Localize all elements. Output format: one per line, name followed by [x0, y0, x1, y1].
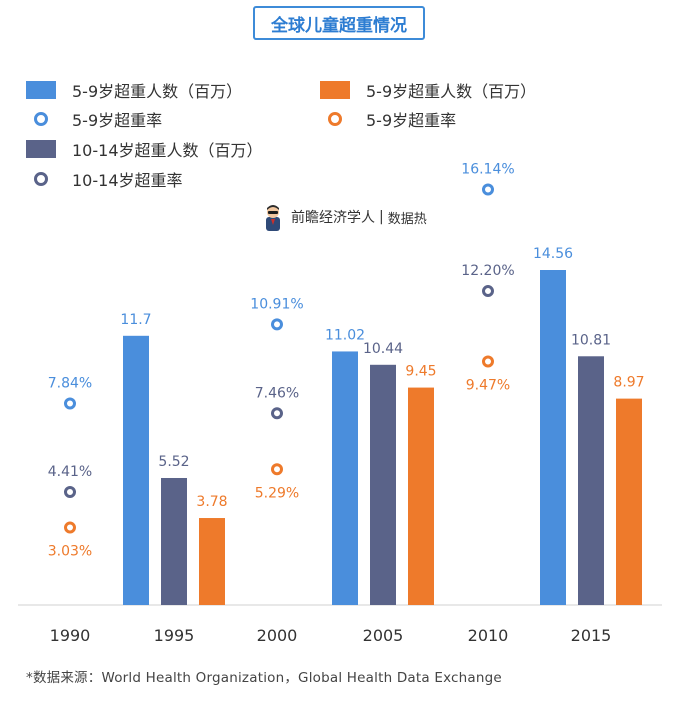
- rate-point: [271, 463, 283, 476]
- legend-label: 5-9岁超重人数（百万）: [72, 82, 243, 101]
- bar-value-label: 14.56: [533, 246, 573, 262]
- economist-avatar-icon: [266, 205, 280, 231]
- bar-value-label: 9.45: [405, 364, 436, 380]
- rate-value-label: 10.91%: [250, 296, 303, 312]
- legend-label: 10-14岁超重率: [72, 171, 183, 190]
- rate-point: [482, 355, 494, 368]
- legend-bar-swatch: [320, 81, 350, 99]
- bar-value-label: 10.44: [363, 341, 403, 357]
- bar-value-label: 3.78: [196, 494, 227, 510]
- legend-bar-swatch: [26, 140, 56, 158]
- legend-item: 10-14岁超重率: [26, 167, 183, 191]
- legend-item: 5-9岁超重人数（百万）: [320, 78, 536, 102]
- legend-ring-marker: [328, 112, 342, 126]
- brand-name: 前瞻经济学人: [291, 210, 375, 226]
- legend-label: 10-14岁超重人数（百万）: [72, 141, 263, 160]
- rate-point: [482, 183, 494, 196]
- bar: [161, 477, 187, 605]
- bar: [408, 387, 434, 605]
- legend-bar-swatch: [26, 81, 56, 99]
- x-tick-label: 2015: [571, 626, 612, 645]
- bar-value-label: 11.02: [325, 327, 365, 343]
- legend-item: 5-9岁超重率: [320, 107, 456, 131]
- x-tick-label: 2005: [363, 626, 404, 645]
- rate-value-label: 7.46%: [255, 385, 299, 401]
- legend-ring-marker: [34, 112, 48, 126]
- bar: [199, 518, 225, 605]
- brand-sub: 数据热: [387, 211, 427, 227]
- rate-value-label: 12.20%: [461, 263, 514, 279]
- x-tick-label: 2000: [257, 626, 298, 645]
- source-note: *数据来源：World Health Organization，Global H…: [26, 670, 502, 686]
- rate-point: [64, 521, 76, 534]
- bar-value-label: 8.97: [613, 375, 644, 391]
- legend-ring-marker: [34, 172, 48, 186]
- bar: [578, 356, 604, 605]
- rate-value-label: 16.14%: [461, 161, 514, 177]
- legend-label: 5-9岁超重率: [366, 111, 457, 130]
- rate-point: [64, 397, 76, 410]
- bar: [616, 398, 642, 605]
- x-tick-label: 1990: [50, 626, 91, 645]
- legend: 5-9岁超重人数（百万） 5-9岁超重人数（百万） 5-9岁超重率 5-9岁超重率 10…: [0, 0, 680, 200]
- rate-value-label: 7.84%: [48, 376, 92, 392]
- legend-label: 5-9岁超重率: [72, 111, 163, 130]
- legend-label: 5-9岁超重人数（百万）: [366, 82, 537, 101]
- rate-point: [271, 318, 283, 331]
- rate-value-label: 3.03%: [48, 544, 92, 560]
- bar-value-label: 11.7: [120, 312, 151, 328]
- rate-value-label: 4.41%: [48, 464, 92, 480]
- rate-point: [482, 285, 494, 298]
- x-tick-label: 2010: [468, 626, 509, 645]
- rate-point: [64, 485, 76, 498]
- rate-value-label: 9.47%: [466, 377, 510, 393]
- x-tick-label: 1995: [154, 626, 195, 645]
- bar: [540, 270, 566, 605]
- bar: [370, 364, 396, 605]
- bar-value-label: 10.81: [571, 332, 611, 348]
- brand: 前瞻经济学人 | 数据热: [261, 203, 427, 231]
- legend-item: 10-14岁超重人数（百万）: [26, 137, 263, 161]
- chart-title: 全球儿童超重情况: [253, 6, 425, 40]
- chart-plot: 11.7 11.02 14.56 5.52 10.44 10.81 3.78 9.45 8.97…: [18, 161, 662, 645]
- brand-separator: |: [379, 209, 384, 225]
- rate-point: [271, 407, 283, 420]
- bar: [123, 335, 149, 605]
- legend-item: 5-9岁超重率: [26, 107, 162, 131]
- rate-value-label: 5.29%: [255, 485, 299, 501]
- legend-item: 5-9岁超重人数（百万）: [26, 78, 242, 102]
- bar: [332, 351, 358, 605]
- bar-value-label: 5.52: [158, 454, 189, 470]
